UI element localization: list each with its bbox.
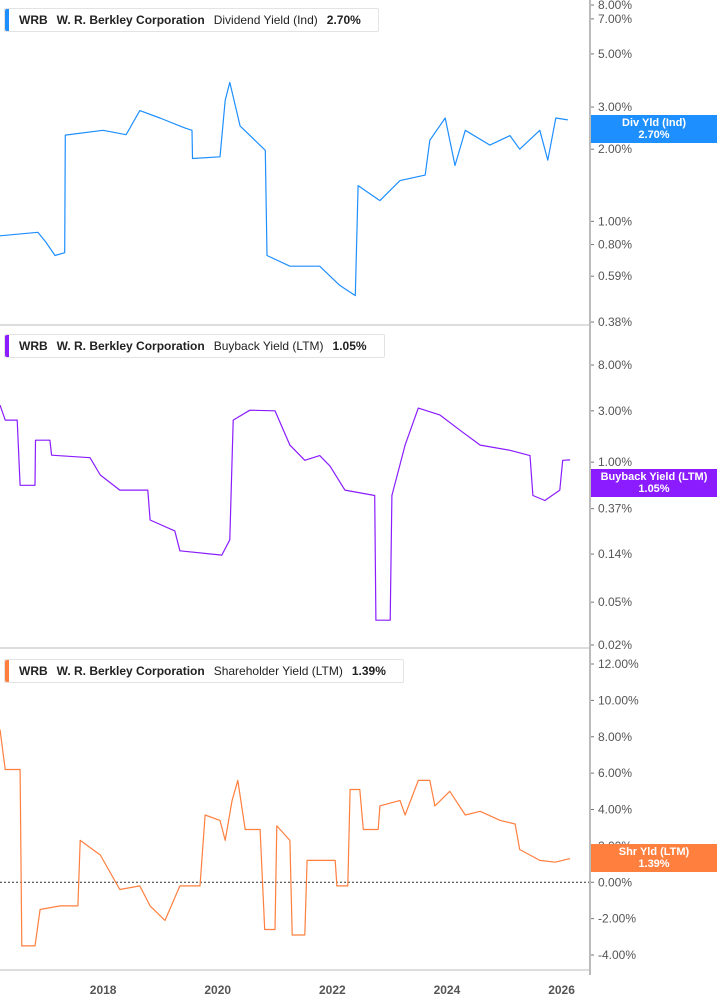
x-tick-label: 2018 xyxy=(90,983,117,997)
y-tick-label: 7.00% xyxy=(598,12,632,26)
last-value-tag-dividend: Div Yld (Ind) 2.70% xyxy=(591,115,717,143)
last-value-tag-shareholder: Shr Yld (LTM) 1.39% xyxy=(591,844,717,872)
last-value-tag-buyback: Buyback Yield (LTM) 1.05% xyxy=(591,469,717,497)
x-tick-label: 2022 xyxy=(319,983,346,997)
legend-company: W. R. Berkley Corporation xyxy=(56,13,205,27)
series-line xyxy=(0,729,571,947)
series-line xyxy=(0,404,571,621)
y-tick-label: 6.00% xyxy=(598,766,632,780)
series-line xyxy=(0,81,568,297)
x-tick-label: 2024 xyxy=(434,983,461,997)
y-tick-label: 12.00% xyxy=(598,657,639,671)
tag-label: Buyback Yield (LTM) xyxy=(600,471,708,483)
legend-value: 1.05% xyxy=(332,339,367,353)
tag-value: 1.39% xyxy=(638,858,670,870)
y-tick-label: 0.00% xyxy=(598,875,632,889)
legend-ticker: WRB xyxy=(19,13,48,27)
legend-metric: Shareholder Yield (LTM) xyxy=(213,664,343,678)
x-tick-label: 2026 xyxy=(548,983,575,997)
tag-label: Div Yld (Ind) xyxy=(622,117,686,129)
legend-metric: Buyback Yield (LTM) xyxy=(213,339,324,353)
y-tick-label: 4.00% xyxy=(598,803,632,817)
legend-ticker: WRB xyxy=(19,339,48,353)
series-color-swatch xyxy=(5,660,9,682)
series-color-swatch xyxy=(5,335,9,357)
legend-dividend-yield[interactable]: WRB W. R. Berkley Corporation Dividend Y… xyxy=(4,8,379,32)
y-tick-label: 8.00% xyxy=(598,0,632,12)
legend-metric: Dividend Yield (Ind) xyxy=(213,13,318,27)
y-tick-label: 1.00% xyxy=(598,455,632,469)
y-tick-label: 0.38% xyxy=(598,315,632,329)
y-tick-label: 10.00% xyxy=(598,693,639,707)
series-color-swatch xyxy=(5,9,9,31)
tag-value: 2.70% xyxy=(638,129,670,141)
y-tick-label: 0.59% xyxy=(598,269,632,283)
y-tick-label: 1.00% xyxy=(598,214,632,228)
y-tick-label: 8.00% xyxy=(598,730,632,744)
y-tick-label: -4.00% xyxy=(598,948,636,962)
legend-value: 1.39% xyxy=(351,664,386,678)
y-tick-label: 0.05% xyxy=(598,595,632,609)
y-tick-label: 0.80% xyxy=(598,238,632,252)
x-tick-label: 2020 xyxy=(204,983,231,997)
y-tick-label: 5.00% xyxy=(598,47,632,61)
y-tick-label: 8.00% xyxy=(598,358,632,372)
y-tick-label: 0.14% xyxy=(598,547,632,561)
legend-ticker: WRB xyxy=(19,664,48,678)
legend-company: W. R. Berkley Corporation xyxy=(56,339,205,353)
y-tick-label: 3.00% xyxy=(598,100,632,114)
tag-label: Shr Yld (LTM) xyxy=(618,846,690,858)
y-tick-label: 0.02% xyxy=(598,638,632,652)
legend-shareholder-yield[interactable]: WRB W. R. Berkley Corporation Shareholde… xyxy=(4,659,404,683)
tag-value: 1.05% xyxy=(638,483,670,495)
y-tick-label: -2.00% xyxy=(598,912,636,926)
y-tick-label: 2.00% xyxy=(598,142,632,156)
legend-value: 2.70% xyxy=(326,13,361,27)
legend-company: W. R. Berkley Corporation xyxy=(56,664,205,678)
y-tick-label: 0.37% xyxy=(598,502,632,516)
y-tick-label: 3.00% xyxy=(598,404,632,418)
legend-buyback-yield[interactable]: WRB W. R. Berkley Corporation Buyback Yi… xyxy=(4,334,385,358)
